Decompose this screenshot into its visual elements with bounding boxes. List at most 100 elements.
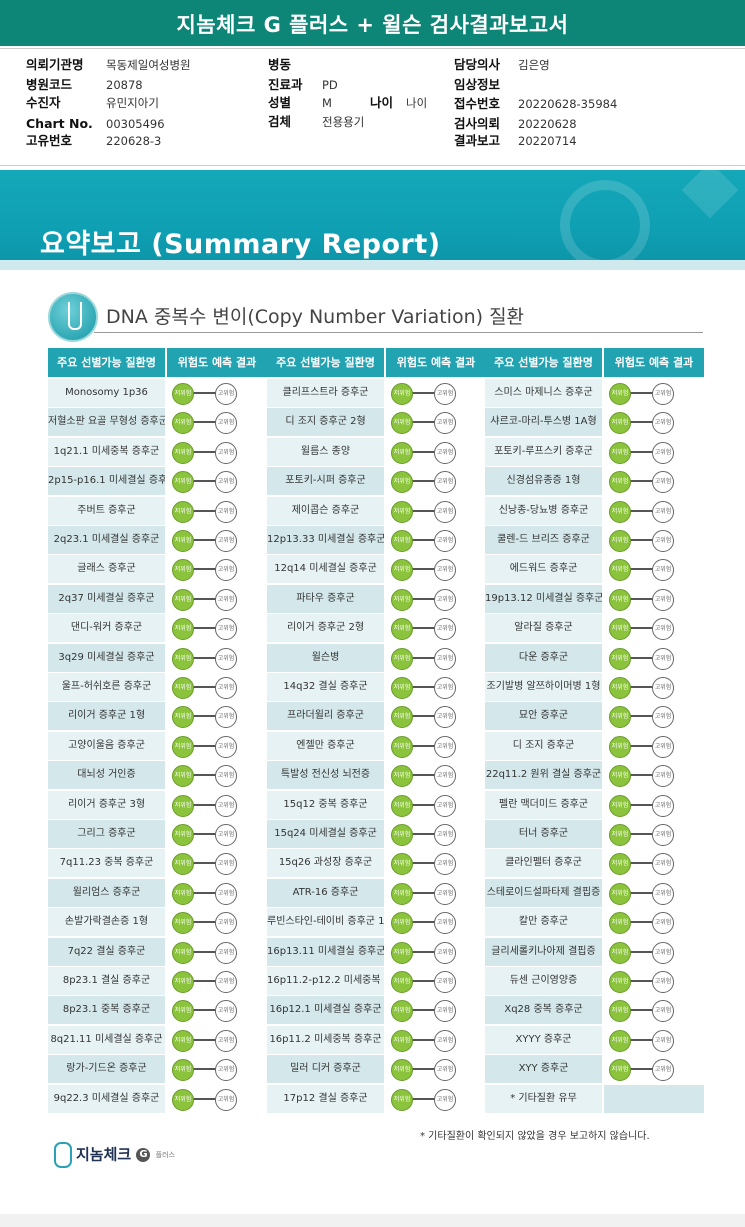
high-risk-badge: 고위험 <box>652 647 674 670</box>
risk-connector <box>408 980 436 982</box>
high-risk-badge: 고위험 <box>434 471 456 494</box>
info-label: 결과보고 <box>454 133 501 148</box>
risk-result: 저위험 고위험 <box>386 437 486 466</box>
risk-result: 저위험 고위험 <box>167 849 267 878</box>
info-label: 진료과 <box>268 77 303 92</box>
low-risk-badge: 저위험 <box>172 618 194 641</box>
disease-name: 2q37 미세결실 증후군 <box>48 584 165 613</box>
high-risk-badge: 고위험 <box>215 941 237 964</box>
risk-result: 저위험 고위험 <box>604 731 704 760</box>
disease-name: XYY 증후군 <box>485 1055 602 1084</box>
high-risk-badge: 고위험 <box>652 412 674 435</box>
low-risk-badge: 저위험 <box>391 1000 413 1023</box>
low-risk-badge: 저위험 <box>172 559 194 582</box>
risk-result: 저위험 고위험 <box>604 820 704 848</box>
report-title: 지놈체크 G 플러스 + 윌슨 검사결과보고서 <box>0 0 745 46</box>
risk-result: 저위험 고위험 <box>604 937 704 966</box>
banner-stripe <box>0 260 745 270</box>
low-risk-badge: 저위험 <box>172 765 194 788</box>
low-risk-badge: 저위험 <box>391 941 413 964</box>
risk-connector <box>626 921 654 924</box>
risk-connector <box>408 744 436 747</box>
low-risk-badge: 저위험 <box>609 559 631 582</box>
high-risk-badge: 고위험 <box>652 441 674 464</box>
high-risk-badge: 고위험 <box>652 677 674 699</box>
high-risk-badge: 고위험 <box>215 530 237 552</box>
risk-connector <box>626 774 654 777</box>
risk-result: 저위험 고위험 <box>167 437 267 466</box>
disease-name: 14q32 결실 증후군 <box>267 673 384 701</box>
risk-connector <box>189 686 217 688</box>
disease-name: 윌슨병 <box>267 643 384 672</box>
risk-result: 저위험 고위험 <box>604 849 704 878</box>
low-risk-badge: 저위험 <box>172 383 194 405</box>
risk-connector <box>189 421 217 424</box>
risk-connector <box>189 509 217 512</box>
risk-connector <box>408 686 436 688</box>
disease-name: Xq28 중복 증후군 <box>485 996 602 1025</box>
high-risk-badge: 고위험 <box>652 559 674 582</box>
disease-name: 포토키-시퍼 증후군 <box>267 467 384 496</box>
high-risk-badge: 고위험 <box>434 882 456 905</box>
low-risk-badge: 저위험 <box>609 971 631 993</box>
risk-result: 저위험 고위험 <box>167 643 267 672</box>
risk-result <box>604 1084 704 1113</box>
high-risk-badge: 고위험 <box>434 794 456 817</box>
info-value: 20220628-35984 <box>518 97 618 111</box>
risk-result: 저위험 고위험 <box>604 878 704 907</box>
disease-name: 조기발병 알쯔하이머병 1형 <box>485 673 602 701</box>
risk-connector <box>408 656 436 659</box>
disease-name: 그리그 증후군 <box>48 820 165 848</box>
risk-result: 저위험 고위험 <box>604 467 704 496</box>
risk-result: 저위험 고위험 <box>386 408 486 437</box>
disease-name: 2p15-p16.1 미세결실 증후군 <box>48 467 165 496</box>
low-risk-badge: 저위험 <box>609 706 631 729</box>
info-value: 00305496 <box>106 117 165 131</box>
high-risk-badge: 고위험 <box>434 530 456 552</box>
low-risk-badge: 저위험 <box>391 1059 413 1082</box>
risk-connector <box>408 627 436 630</box>
disease-name: 루빈스타인-테이비 증후군 1형 <box>267 908 384 937</box>
risk-connector <box>626 862 654 865</box>
disease-name: 7q11.23 중복 증후군 <box>48 849 165 878</box>
high-risk-badge: 고위험 <box>652 941 674 964</box>
risk-result: 저위험 고위험 <box>167 467 267 496</box>
high-risk-badge: 고위험 <box>434 441 456 464</box>
column-header-disease: 주요 선별가능 질환명 <box>48 348 165 377</box>
disease-name: 저혈소판 요골 무형성 증후군 <box>48 408 165 437</box>
risk-connector <box>626 715 654 718</box>
info-label: 고유번호 <box>26 133 73 148</box>
risk-connector <box>189 950 217 953</box>
low-risk-badge: 저위험 <box>609 530 631 552</box>
high-risk-badge: 고위험 <box>652 765 674 788</box>
risk-connector <box>626 450 654 453</box>
summary-banner: 요약보고 (Summary Report) <box>0 170 745 270</box>
test-tube-icon <box>48 292 98 342</box>
disease-name: 19p13.12 미세결실 증후군 <box>485 584 602 613</box>
risk-connector <box>626 1009 654 1012</box>
risk-result: 저위험 고위험 <box>386 996 486 1025</box>
disease-name: 리이거 증후군 3형 <box>48 790 165 819</box>
risk-result: 저위험 고위험 <box>604 908 704 937</box>
high-risk-badge: 고위험 <box>652 1029 674 1052</box>
disease-name: 듀센 근이영양증 <box>485 967 602 995</box>
low-risk-badge: 저위험 <box>609 383 631 405</box>
low-risk-badge: 저위험 <box>391 383 413 405</box>
high-risk-badge: 고위험 <box>434 941 456 964</box>
disease-name: 16p11.2-p12.2 미세중복 증후군 <box>267 967 384 995</box>
low-risk-badge: 저위험 <box>609 471 631 494</box>
disease-name: 다운 증후군 <box>485 643 602 672</box>
info-label: 검체 <box>268 114 292 129</box>
disease-name: XYYY 증후군 <box>485 1025 602 1054</box>
low-risk-badge: 저위험 <box>391 618 413 641</box>
disease-name: 8p23.1 중복 증후군 <box>48 996 165 1025</box>
risk-result: 저위험 고위험 <box>167 673 267 701</box>
risk-connector <box>189 715 217 718</box>
risk-connector <box>408 568 436 571</box>
risk-connector <box>189 1097 217 1100</box>
risk-connector <box>408 509 436 512</box>
low-risk-badge: 저위험 <box>172 941 194 964</box>
low-risk-badge: 저위험 <box>609 412 631 435</box>
info-value: 유민지아기 <box>106 96 159 110</box>
high-risk-badge: 고위험 <box>434 500 456 523</box>
